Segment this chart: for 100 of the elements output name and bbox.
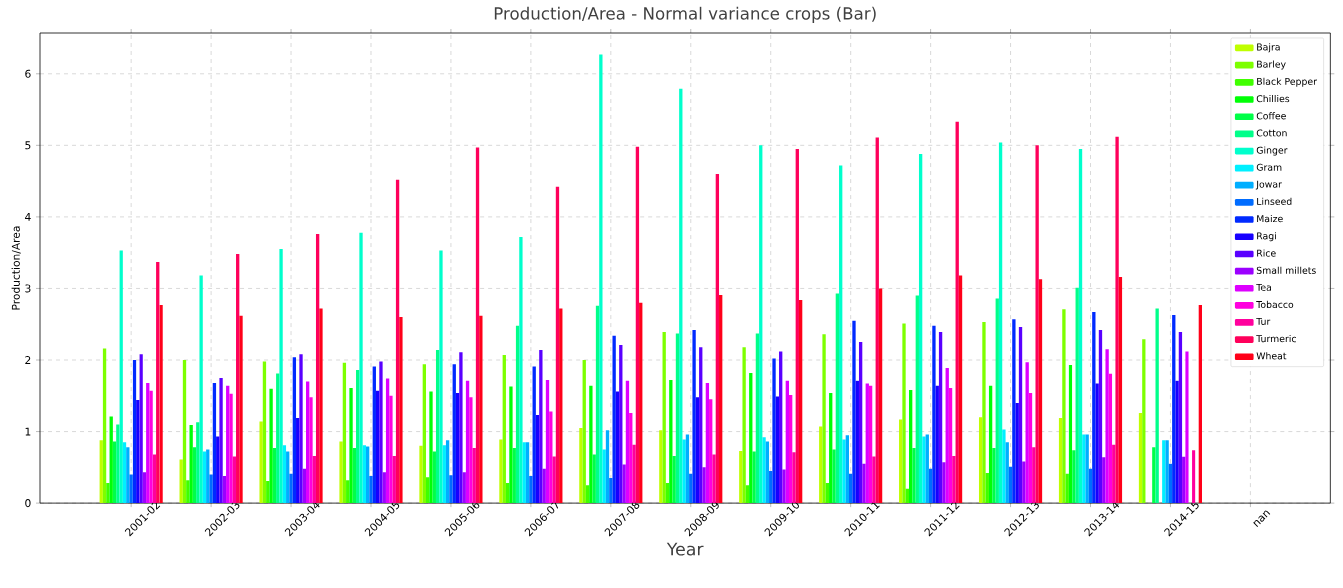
bar	[1098, 329, 1103, 504]
bar	[439, 250, 443, 504]
bar	[1038, 279, 1043, 504]
bar	[858, 342, 863, 504]
bar	[745, 485, 750, 504]
bar	[99, 440, 103, 504]
y-tick-label: 3	[25, 284, 31, 293]
bar	[522, 442, 526, 504]
bar	[902, 323, 906, 504]
legend-label: Chillies	[1256, 94, 1290, 103]
bar	[319, 308, 323, 504]
bar	[276, 373, 280, 504]
bar	[519, 236, 523, 504]
bar	[935, 385, 939, 504]
bar	[595, 305, 600, 504]
bar	[1178, 332, 1183, 504]
bar	[389, 395, 393, 504]
bar	[102, 348, 107, 504]
bar	[1102, 457, 1106, 504]
bar	[472, 447, 476, 504]
bar	[1025, 362, 1029, 504]
legend-label: Turmeric	[1256, 334, 1296, 343]
bar	[282, 445, 287, 504]
legend-label: Tea	[1256, 283, 1271, 291]
bar	[119, 250, 123, 504]
bar	[798, 299, 803, 504]
bar	[1058, 417, 1063, 504]
bar	[382, 472, 386, 504]
bar	[1105, 349, 1109, 504]
legend-label: Barley	[1257, 60, 1286, 70]
bar	[199, 275, 203, 504]
bar	[532, 366, 536, 504]
bar	[352, 447, 357, 504]
bar	[942, 462, 946, 504]
bar	[672, 455, 676, 504]
bar	[206, 449, 210, 504]
bar	[759, 145, 763, 504]
bar	[342, 362, 347, 504]
bar	[958, 275, 963, 504]
bar	[306, 381, 310, 504]
bar	[559, 308, 563, 504]
bar	[845, 435, 849, 504]
x-tick-label: nan	[1253, 510, 1271, 527]
bar	[579, 427, 583, 504]
bar	[435, 349, 440, 504]
bar	[499, 439, 503, 504]
y-tick-label: 0	[25, 499, 31, 508]
bar	[272, 447, 277, 504]
bar	[189, 425, 193, 504]
legend-label: Cotton	[1256, 129, 1287, 137]
bar	[995, 298, 999, 504]
bar	[875, 137, 879, 504]
bar	[1072, 450, 1076, 504]
bar	[1075, 287, 1079, 504]
bar	[179, 459, 183, 504]
bar	[545, 379, 550, 504]
chart-title: Production/Area - Normal variance crops (Bar)	[494, 6, 876, 23]
bar	[1002, 429, 1006, 504]
bar	[582, 359, 586, 504]
bar	[1065, 473, 1069, 504]
bar	[152, 454, 157, 504]
bar	[315, 234, 320, 504]
bar	[502, 354, 506, 504]
bar	[349, 387, 353, 504]
bar	[1062, 309, 1066, 504]
bar	[525, 442, 530, 504]
bar	[359, 232, 363, 504]
bar	[952, 455, 956, 504]
bar	[262, 361, 267, 504]
bar	[1035, 145, 1039, 504]
bar	[379, 361, 383, 504]
bar	[835, 293, 840, 504]
bar	[675, 333, 680, 504]
bar	[1152, 447, 1156, 504]
bar	[982, 322, 986, 504]
bar	[232, 456, 237, 504]
bar	[239, 315, 243, 504]
bar	[236, 254, 240, 504]
bar	[599, 54, 603, 504]
bar	[945, 367, 949, 504]
bar	[679, 88, 683, 504]
bar	[419, 445, 423, 504]
bar	[978, 417, 983, 504]
bar	[755, 333, 760, 504]
bar	[512, 447, 516, 504]
bar	[659, 430, 663, 504]
bar	[912, 447, 916, 504]
bar	[1092, 312, 1096, 504]
bar	[462, 472, 466, 504]
bar	[1138, 412, 1143, 504]
bar	[899, 419, 903, 504]
bar	[665, 483, 670, 504]
bar	[106, 483, 110, 504]
bar	[1078, 148, 1083, 504]
bar	[589, 385, 593, 504]
bar	[132, 359, 137, 504]
legend-label: Rice	[1257, 249, 1276, 257]
bar	[1015, 402, 1019, 504]
bar	[356, 369, 360, 504]
bar	[552, 456, 556, 504]
